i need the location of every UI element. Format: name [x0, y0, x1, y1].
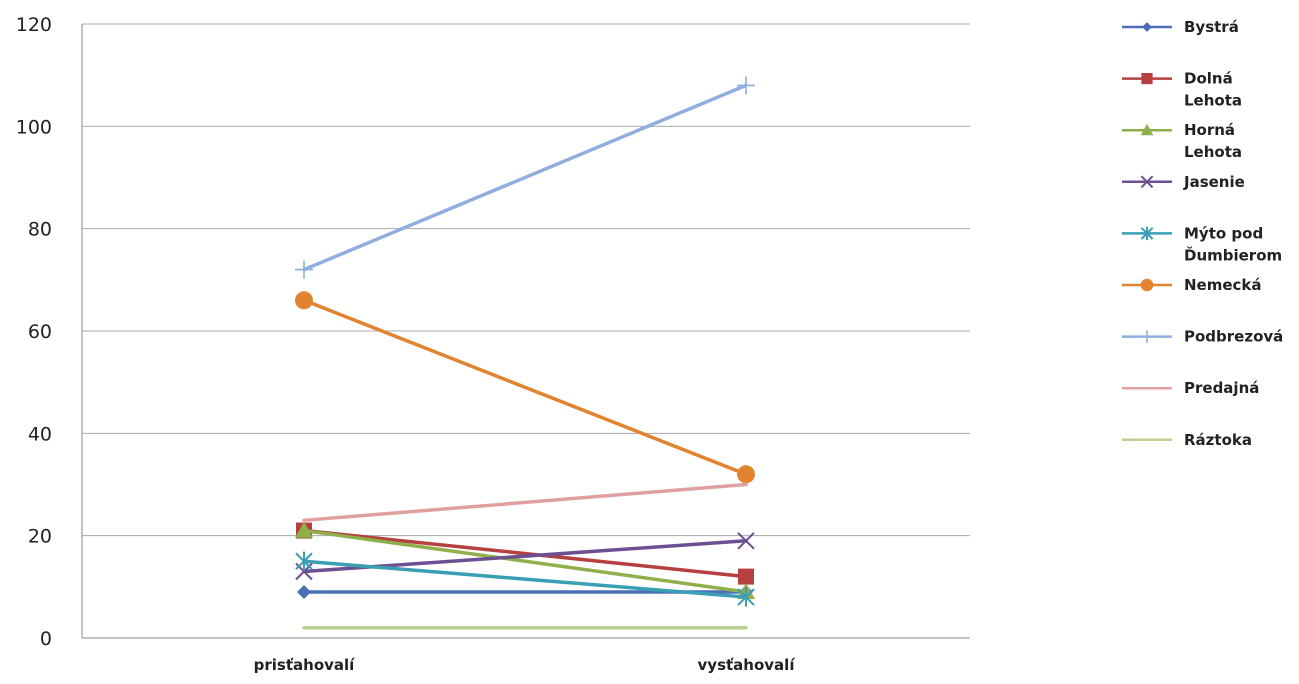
data-point	[295, 260, 313, 279]
y-tick-label: 60	[28, 321, 52, 343]
data-point	[1140, 123, 1154, 136]
series-line	[302, 528, 748, 594]
data-point	[295, 551, 313, 571]
y-tick-label: 120	[16, 14, 52, 36]
legend: Bystrá Dolná Lehota Horná Lehota Jasenie Mýto …	[1122, 18, 1283, 449]
y-tick-label: 40	[28, 423, 52, 445]
gridlines	[82, 23, 970, 639]
data-point	[737, 587, 755, 607]
series-2	[295, 521, 755, 600]
series-line	[302, 482, 748, 523]
data-point	[1140, 175, 1154, 189]
series-line	[302, 298, 748, 477]
data-point	[738, 568, 754, 585]
series-6	[295, 76, 755, 279]
plot-area	[295, 76, 755, 630]
data-point	[737, 76, 755, 95]
data-point	[737, 532, 755, 550]
legend-item: Dolná Lehota	[1122, 70, 1242, 110]
legend-label: Horná	[1184, 121, 1235, 139]
data-point	[737, 465, 755, 484]
y-axis: 0 20 40 60 80 100 120	[16, 14, 83, 650]
data-point	[1140, 330, 1154, 343]
series-5	[295, 291, 755, 484]
data-point	[1141, 73, 1153, 85]
y-tick-label: 0	[40, 628, 52, 650]
legend-item: Bystrá	[1122, 18, 1239, 36]
legend-label: Podbrezová	[1184, 328, 1283, 346]
y-tick-label: 80	[28, 219, 52, 241]
legend-label: Jasenie	[1183, 173, 1245, 191]
legend-label: Lehota	[1184, 143, 1242, 161]
legend-item: Predajná	[1122, 379, 1259, 397]
legend-label: Lehota	[1184, 92, 1242, 110]
x-tick-label: prisťahovalí	[254, 656, 356, 674]
data-point	[1142, 22, 1152, 32]
data-point	[295, 521, 313, 538]
legend-label: Mýto pod	[1184, 224, 1263, 242]
x-axis: prisťahovalí vysťahovalí	[254, 656, 796, 674]
data-point	[295, 291, 313, 310]
legend-label: Predajná	[1184, 379, 1259, 397]
legend-item: Jasenie	[1122, 173, 1245, 191]
data-point	[1140, 278, 1154, 292]
series-line	[302, 559, 748, 599]
legend-item: Podbrezová	[1122, 328, 1283, 346]
legend-item: Horná Lehota	[1122, 121, 1242, 161]
series-line	[302, 83, 748, 272]
legend-label: Dolná	[1184, 70, 1233, 88]
series-4	[295, 551, 755, 607]
series-7	[302, 482, 748, 523]
legend-label: Nemecká	[1184, 276, 1262, 294]
y-tick-label: 100	[16, 116, 52, 138]
legend-item: Mýto pod Ďumbierom	[1122, 224, 1282, 264]
legend-label: Bystrá	[1184, 18, 1239, 36]
series-line	[302, 528, 748, 579]
x-tick-label: vysťahovalí	[698, 656, 796, 674]
legend-label: Ďumbierom	[1184, 245, 1282, 264]
legend-item: Ráztoka	[1122, 431, 1252, 449]
legend-label: Ráztoka	[1184, 431, 1252, 449]
legend-item: Nemecká	[1122, 276, 1262, 294]
series-1	[296, 522, 754, 585]
y-tick-label: 20	[28, 526, 52, 548]
data-point	[1140, 226, 1154, 241]
data-point	[297, 584, 311, 599]
